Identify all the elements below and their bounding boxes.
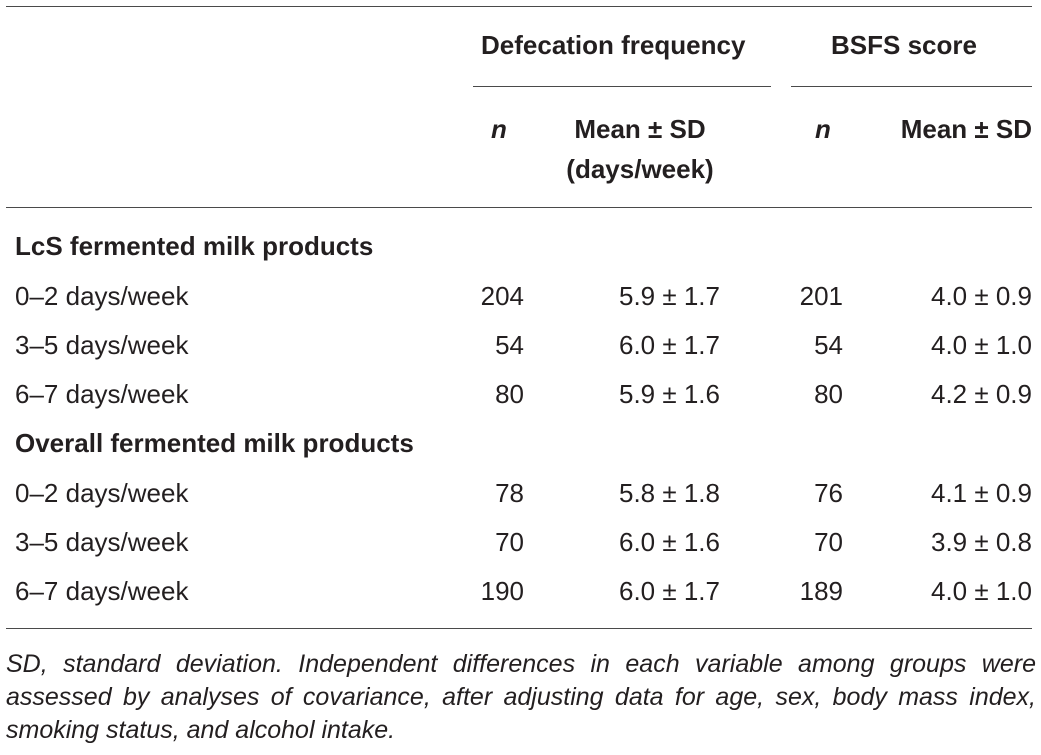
row-label: 6–7 days/week <box>15 576 189 606</box>
cell-mean-freq: 6.0 ± 1.7 <box>618 330 720 360</box>
table-footnote: SD, standard deviation. Independent diff… <box>6 650 1036 744</box>
cell-n-bsfs: 201 <box>799 281 843 311</box>
cell-mean-freq: 5.9 ± 1.6 <box>618 379 720 409</box>
defecation-group-rule <box>473 86 771 87</box>
cell-n-freq: 70 <box>495 527 524 557</box>
cell-n-freq: 204 <box>480 281 524 311</box>
cell-n-freq: 80 <box>495 379 524 409</box>
cell-mean-bsfs: 4.0 ± 1.0 <box>930 576 1032 606</box>
cell-n-bsfs: 54 <box>814 330 843 360</box>
group-header-bsfs: BSFS score <box>831 30 977 60</box>
row-label: 0–2 days/week <box>15 281 189 311</box>
cell-mean-freq: 6.0 ± 1.7 <box>618 576 720 606</box>
group-header-defecation: Defecation frequency <box>481 30 746 60</box>
cell-n-bsfs: 76 <box>814 478 843 508</box>
col-header-mean-bsfs: Mean ± SD <box>900 114 1032 144</box>
section-title: LcS fermented milk products <box>15 231 374 261</box>
col-header-n-freq: n <box>491 114 507 144</box>
cell-mean-freq: 5.9 ± 1.7 <box>618 281 720 311</box>
col-header-n-bsfs: n <box>815 114 831 144</box>
table-top-rule <box>6 6 1032 7</box>
table-bottom-rule <box>6 628 1032 629</box>
cell-n-freq: 78 <box>495 478 524 508</box>
cell-n-bsfs: 70 <box>814 527 843 557</box>
cell-mean-bsfs: 4.0 ± 0.9 <box>930 281 1032 311</box>
row-label: 6–7 days/week <box>15 379 189 409</box>
cell-mean-bsfs: 4.1 ± 0.9 <box>930 478 1032 508</box>
header-bottom-rule <box>6 207 1032 208</box>
cell-n-freq: 190 <box>480 576 524 606</box>
cell-n-freq: 54 <box>495 330 524 360</box>
cell-mean-bsfs: 4.0 ± 1.0 <box>930 330 1032 360</box>
section-title: Overall fermented milk products <box>15 428 414 458</box>
cell-mean-freq: 5.8 ± 1.8 <box>618 478 720 508</box>
row-label: 3–5 days/week <box>15 527 189 557</box>
cell-n-bsfs: 80 <box>814 379 843 409</box>
cell-n-bsfs: 189 <box>799 576 843 606</box>
bsfs-group-rule <box>791 86 1032 87</box>
col-header-mean-freq-line1: Mean ± SD <box>574 114 706 144</box>
col-header-mean-freq-line2: (days/week) <box>566 154 714 184</box>
row-label: 3–5 days/week <box>15 330 189 360</box>
cell-mean-freq: 6.0 ± 1.6 <box>618 527 720 557</box>
cell-mean-bsfs: 3.9 ± 0.8 <box>930 527 1032 557</box>
row-label: 0–2 days/week <box>15 478 189 508</box>
col-header-mean-freq: Mean ± SD (days/week) <box>540 114 740 184</box>
cell-mean-bsfs: 4.2 ± 0.9 <box>930 379 1032 409</box>
